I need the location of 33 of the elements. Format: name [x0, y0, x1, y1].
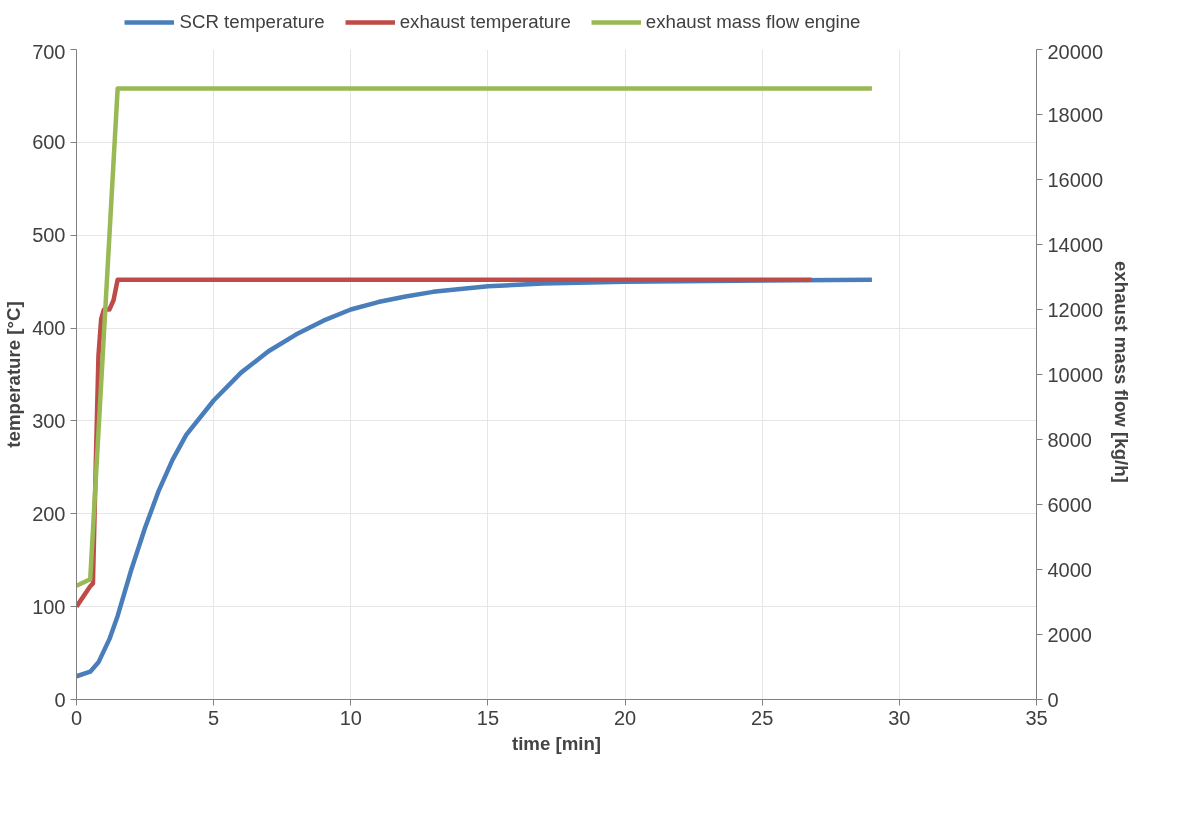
y2-tick-label: 4000	[1047, 558, 1092, 581]
y2-tick-label: 2000	[1047, 623, 1092, 646]
y2-tick-label: 8000	[1047, 428, 1092, 451]
x-tick-label: 15	[476, 706, 500, 729]
x-tick-label: 5	[208, 706, 220, 729]
x-tick-label: 35	[1025, 706, 1048, 729]
y2-tick-label: 12000	[1047, 298, 1104, 321]
x-tick-label: 0	[70, 706, 83, 729]
y2-tick-label: 20000	[1047, 40, 1104, 63]
x-tick-label: 10	[339, 706, 362, 729]
y-axis-title: temperature [°C]	[3, 301, 25, 448]
x-tick-label: 25	[751, 706, 774, 729]
y2-tick-label: 14000	[1047, 233, 1104, 256]
y-tick-label: 500	[32, 224, 66, 247]
y-tick-label: 600	[32, 131, 66, 154]
y2-tick-label: 16000	[1047, 168, 1104, 191]
x-tick-label: 20	[613, 706, 637, 729]
y2-axis-title: exhaust mass flow [kg/h]	[1111, 260, 1133, 483]
y-tick-label: 100	[32, 595, 66, 618]
y-tick-label: 0	[54, 688, 66, 711]
legend-label: exhaust mass flow engine	[645, 11, 861, 33]
y2-tick-label: 6000	[1047, 493, 1092, 516]
legend-label: SCR temperature	[179, 11, 325, 33]
x-axis-title: time [min]	[511, 732, 602, 754]
y2-tick-label: 18000	[1047, 103, 1104, 126]
y-tick-label: 300	[32, 409, 66, 432]
y2-tick-label: 10000	[1047, 363, 1104, 386]
y-tick-label: 700	[32, 40, 66, 63]
y-tick-label: 200	[32, 502, 66, 525]
x-tick-label: 30	[888, 706, 911, 729]
legend-label: exhaust temperature	[399, 11, 571, 33]
y2-tick-label: 0	[1047, 688, 1059, 711]
y-tick-label: 400	[32, 317, 66, 340]
